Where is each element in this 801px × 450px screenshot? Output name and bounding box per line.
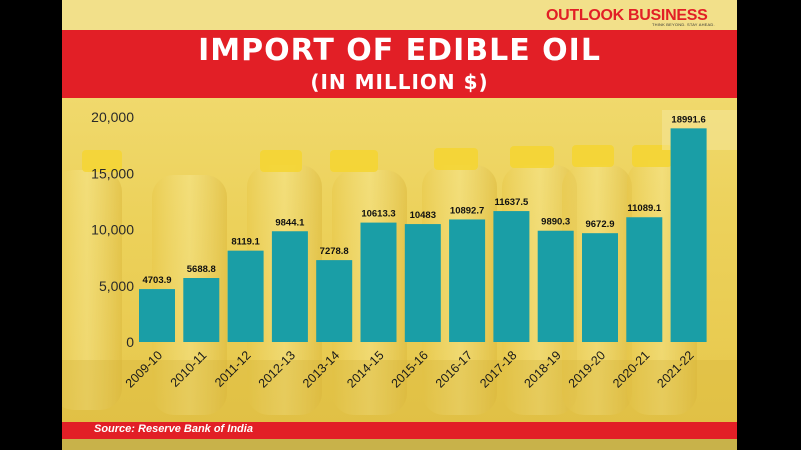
x-tick-label: 2018-19	[521, 348, 563, 390]
x-tick-label: 2010-11	[168, 348, 210, 390]
chart-title: IMPORT OF EDIBLE OIL	[198, 33, 601, 68]
x-axis: 2009-10 2010-11 2011-12 2012-13 2013-14 2014-…	[123, 348, 697, 390]
y-axis: 0 5,000 10,000 15,000 20,000	[91, 109, 134, 350]
x-tick-label: 2013-14	[300, 348, 342, 390]
data-label: 4703.9	[142, 275, 171, 286]
data-label: 9844.1	[275, 217, 305, 228]
bar	[139, 289, 175, 342]
x-tick-label: 2014-15	[344, 348, 386, 390]
bar	[227, 250, 264, 342]
x-tick-label: 2020-21	[610, 348, 652, 390]
x-tick-label: 2012-13	[256, 348, 298, 390]
data-label: 8119.1	[231, 237, 260, 248]
y-tick-label: 0	[126, 334, 134, 350]
bar	[670, 128, 707, 342]
data-label: 9890.3	[541, 217, 570, 228]
y-tick-label: 15,000	[91, 165, 134, 181]
y-tick-label: 20,000	[91, 109, 134, 125]
data-label: 9672.9	[585, 219, 614, 230]
bar	[404, 224, 441, 342]
bar	[537, 230, 574, 342]
data-label: 7278.8	[320, 246, 349, 257]
x-tick-label: 2011-12	[212, 348, 254, 390]
chart-subtitle: (IN MILLION $)	[310, 70, 489, 94]
source-note: Source: Reserve Bank of India	[94, 423, 253, 435]
bottom-strip	[62, 439, 737, 450]
bar	[582, 233, 618, 342]
x-tick-label: 2015-16	[389, 348, 431, 390]
x-tick-label: 2016-17	[433, 348, 475, 390]
bar	[316, 260, 353, 342]
infographic: OUTLOOK BUSINESS THINK BEYOND. STAY AHEA…	[62, 0, 737, 450]
y-tick-label: 10,000	[91, 222, 134, 238]
bar	[626, 217, 663, 342]
bar	[360, 222, 397, 342]
y-tick-label: 5,000	[99, 278, 134, 294]
x-tick-label: 2019-20	[566, 348, 608, 390]
bar	[493, 211, 530, 342]
bars	[139, 128, 707, 342]
data-label: 5688.8	[187, 264, 216, 275]
x-tick-label: 2021-22	[654, 348, 696, 390]
source-banner: Source: Reserve Bank of India	[62, 422, 737, 439]
brand-bar: OUTLOOK BUSINESS THINK BEYOND. STAY AHEA…	[62, 0, 737, 32]
bar	[449, 219, 486, 342]
data-label: 10613.3	[361, 209, 395, 220]
x-tick-label: 2017-18	[477, 348, 519, 390]
data-label: 10892.7	[450, 205, 484, 216]
brand-tagline: THINK BEYOND. STAY AHEAD.	[652, 22, 715, 27]
x-tick-label: 2009-10	[123, 348, 165, 390]
data-labels: 4703.9 5688.8 8119.1 9844.1 7278.8 10613.3 104…	[142, 114, 705, 286]
title-banner: IMPORT OF EDIBLE OIL (IN MILLION $)	[62, 30, 737, 98]
data-label: 10483	[410, 210, 436, 221]
bar	[271, 231, 308, 342]
bar-chart: 0 5,000 10,000 15,000 20,000 4703.9 5688.8 811…	[91, 109, 707, 391]
bar	[183, 278, 220, 342]
data-label: 11637.5	[494, 197, 529, 208]
brand-logo: OUTLOOK BUSINESS	[546, 7, 708, 24]
data-label: 11089.1	[627, 203, 662, 214]
data-label: 18991.6	[671, 114, 705, 125]
